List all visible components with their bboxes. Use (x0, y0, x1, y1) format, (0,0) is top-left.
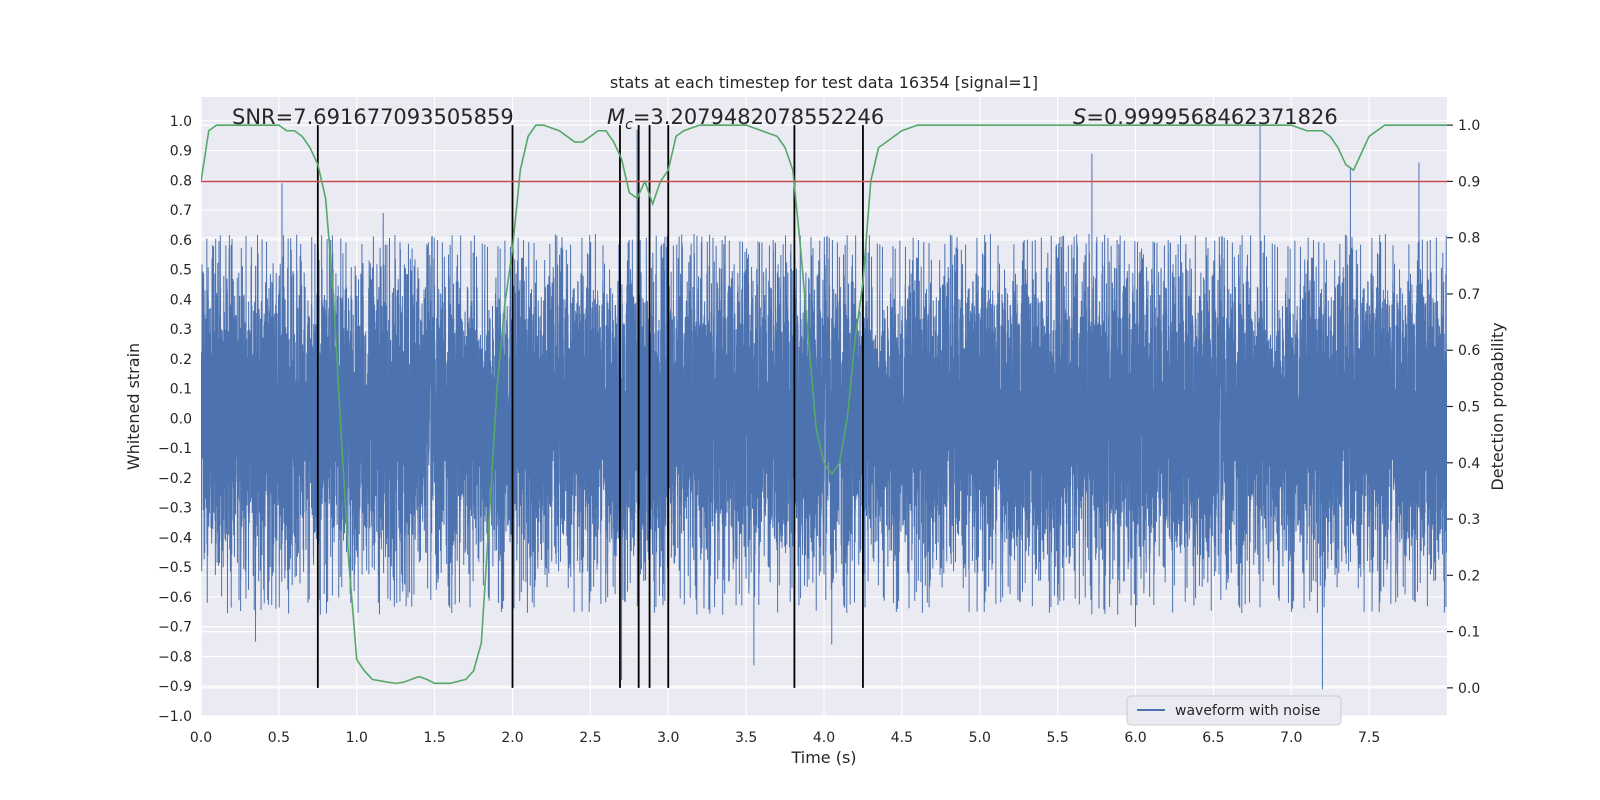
y-tick-label: 1.0 (170, 114, 192, 130)
y-tick-label: 0.7 (170, 203, 192, 219)
y-tick-label: −0.1 (158, 441, 192, 457)
chart-title: stats at each timestep for test data 163… (610, 73, 1038, 92)
s-symbol: S (1073, 105, 1086, 129)
y-right-tick-label: 0.9 (1458, 174, 1480, 190)
chirp-mass-annotation: Mc=3.2079482078552246 (607, 105, 884, 133)
y-right-tick-label: 0.6 (1458, 343, 1480, 359)
x-tick-label: 4.0 (813, 730, 835, 746)
y-tick-label: 0.4 (170, 292, 192, 308)
x-axis-ticks: 0.0 0.5 1.0 1.5 2.0 2.5 3.0 3.5 4.0 4.5 5.0 5.5 6.0 6… (190, 730, 1380, 746)
x-tick-label: 3.0 (657, 730, 679, 746)
detection-probability-series (201, 124, 1447, 685)
y-right-tick-label: 0.0 (1458, 681, 1480, 697)
legend: waveform with noise (1126, 695, 1342, 726)
x-tick-label: 2.0 (501, 730, 523, 746)
y-tick-label: −0.4 (158, 530, 192, 546)
legend-box (1126, 695, 1342, 726)
y-tick-label: −0.2 (158, 471, 192, 487)
waveform-series (201, 123, 1447, 690)
y-tick-label: 0.5 (170, 263, 192, 279)
vertical-lines (316, 125, 864, 688)
y-tick-label: 0.3 (170, 322, 192, 338)
y-right-tick-label: 0.5 (1458, 400, 1480, 416)
x-tick-label: 6.0 (1124, 730, 1146, 746)
y-tick-label: −0.7 (158, 620, 192, 636)
y-tick-label: −0.8 (158, 649, 192, 665)
y-tick-label: 0.8 (170, 173, 192, 189)
y-tick-label: 0.0 (170, 411, 192, 427)
x-tick-label: 0.5 (268, 730, 290, 746)
x-tick-label: 4.5 (891, 730, 913, 746)
y-right-tick-label: 0.7 (1458, 287, 1480, 303)
y-right-tick-label: 0.2 (1458, 568, 1480, 584)
mc-subscript: c (625, 117, 633, 133)
x-axis-label: Time (s) (790, 748, 856, 767)
y-right-tick-label: 0.3 (1458, 512, 1480, 528)
x-tick-label: 5.5 (1046, 730, 1068, 746)
x-tick-label: 7.0 (1280, 730, 1302, 746)
x-tick-label: 5.0 (969, 730, 991, 746)
snr-annotation: SNR=7.691677093505859 (232, 105, 514, 129)
x-tick-label: 2.5 (579, 730, 601, 746)
mc-value: =3.2079482078552246 (633, 105, 884, 129)
y-axis-ticks: 1.0 0.9 0.8 0.7 0.6 0.5 0.4 0.3 0.2 0.1 0.0 −0.1 −0.… (158, 114, 192, 725)
y-tick-label: 0.6 (170, 233, 192, 249)
y-right-tick-label: 0.1 (1458, 625, 1480, 641)
y-axis-label: Whitened strain (124, 343, 143, 470)
y-right-tick-label: 1.0 (1458, 118, 1480, 134)
x-tick-label: 6.5 (1202, 730, 1224, 746)
y-tick-label: −0.9 (158, 679, 192, 695)
y-right-tick-label: 0.4 (1458, 456, 1480, 472)
y-right-axis-ticks: 1.0 0.9 0.8 0.7 0.6 0.5 0.4 0.3 0.2 0.1 0.0 (1447, 118, 1480, 697)
y-tick-label: 0.1 (170, 382, 192, 398)
y-tick-label: −1.0 (158, 709, 192, 725)
y-right-axis-label: Detection probability (1488, 322, 1507, 490)
y-tick-label: 0.2 (170, 352, 192, 368)
score-annotation: S=0.9999568462371826 (1073, 105, 1338, 129)
x-tick-label: 0.0 (190, 730, 212, 746)
x-tick-label: 7.5 (1358, 730, 1380, 746)
s-value: =0.9999568462371826 (1086, 105, 1337, 129)
mc-symbol: M (607, 105, 625, 129)
legend-label-waveform: waveform with noise (1175, 703, 1320, 719)
y-tick-label: −0.6 (158, 590, 192, 606)
x-tick-label: 3.5 (735, 730, 757, 746)
x-tick-label: 1.5 (423, 730, 445, 746)
y-tick-label: −0.5 (158, 560, 192, 576)
y-right-tick-label: 0.8 (1458, 231, 1480, 247)
x-tick-label: 1.0 (346, 730, 368, 746)
y-tick-label: 0.9 (170, 144, 192, 160)
y-tick-label: −0.3 (158, 501, 192, 517)
